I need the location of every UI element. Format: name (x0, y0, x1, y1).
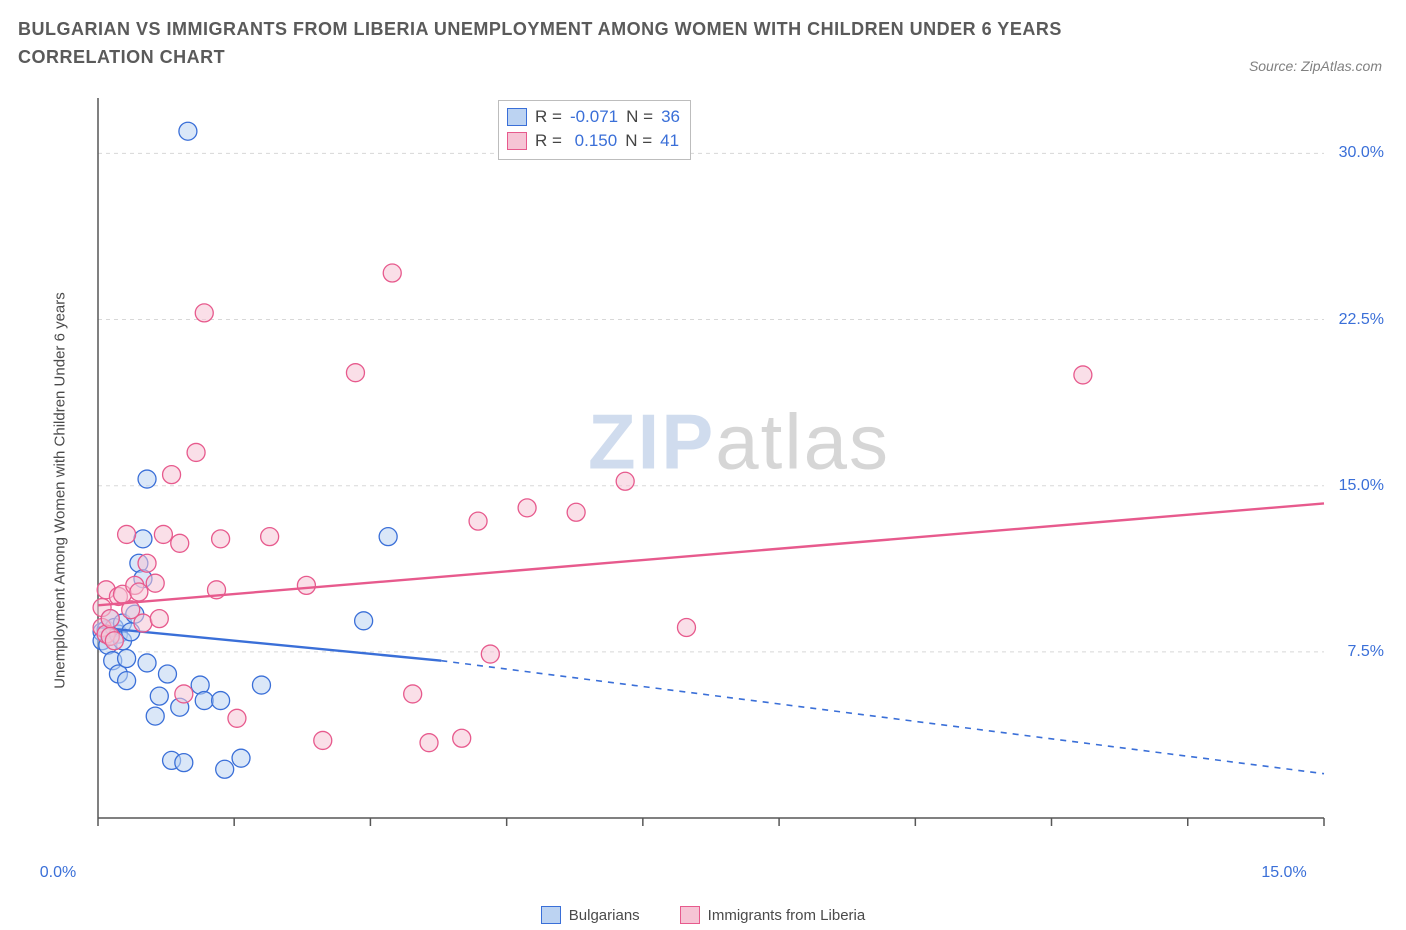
x-tick-label: 0.0% (40, 864, 76, 882)
page-root: BULGARIAN VS IMMIGRANTS FROM LIBERIA UNE… (0, 0, 1406, 930)
series-legend-liberia: Immigrants from Liberia (680, 906, 866, 924)
swatch-liberia (507, 132, 527, 150)
series-legend: Bulgarians Immigrants from Liberia (0, 900, 1406, 930)
series-legend-bulgarians: Bulgarians (541, 906, 640, 924)
legend-n-liberia: 41 (660, 131, 679, 151)
chart-title: BULGARIAN VS IMMIGRANTS FROM LIBERIA UNE… (18, 16, 1138, 72)
y-tick-label: 30.0% (1339, 144, 1384, 162)
legend-n-label: N = (626, 107, 653, 127)
legend-row-liberia: R = 0.150 N = 41 (507, 129, 680, 153)
legend-row-bulgarians: R = -0.071 N = 36 (507, 105, 680, 129)
x-tick-labels: 0.0%15.0% (50, 858, 1348, 890)
y-axis-label: Unemployment Among Women with Children U… (52, 231, 69, 751)
swatch-bulgarians (507, 108, 527, 126)
series-label-liberia: Immigrants from Liberia (708, 907, 866, 924)
legend-r-label: R = (535, 107, 562, 127)
legend-r-liberia: 0.150 (570, 131, 617, 151)
legend-r-bulgarians: -0.071 (570, 107, 618, 127)
y-axis-label-container: Unemployment Among Women with Children U… (40, 92, 76, 852)
chart-canvas: ZIPatlas 7.5%15.0%22.5%30.0% (90, 92, 1388, 852)
legend-n-bulgarians: 36 (661, 107, 680, 127)
legend-n-label: N = (625, 131, 652, 151)
x-tick-label: 15.0% (1261, 864, 1306, 882)
y-tick-label: 22.5% (1339, 311, 1384, 329)
y-tick-label: 7.5% (1348, 643, 1384, 661)
y-tick-label: 15.0% (1339, 477, 1384, 495)
plot-area: Unemployment Among Women with Children U… (40, 92, 1388, 852)
source-credit: Source: ZipAtlas.com (1249, 58, 1382, 74)
swatch-liberia-icon (680, 906, 700, 924)
series-label-bulgarians: Bulgarians (569, 907, 640, 924)
chart-svg (90, 92, 1388, 852)
correlation-legend: R = -0.071 N = 36 R = 0.150 N = 41 (498, 100, 691, 160)
swatch-bulgarians-icon (541, 906, 561, 924)
legend-r-label: R = (535, 131, 562, 151)
